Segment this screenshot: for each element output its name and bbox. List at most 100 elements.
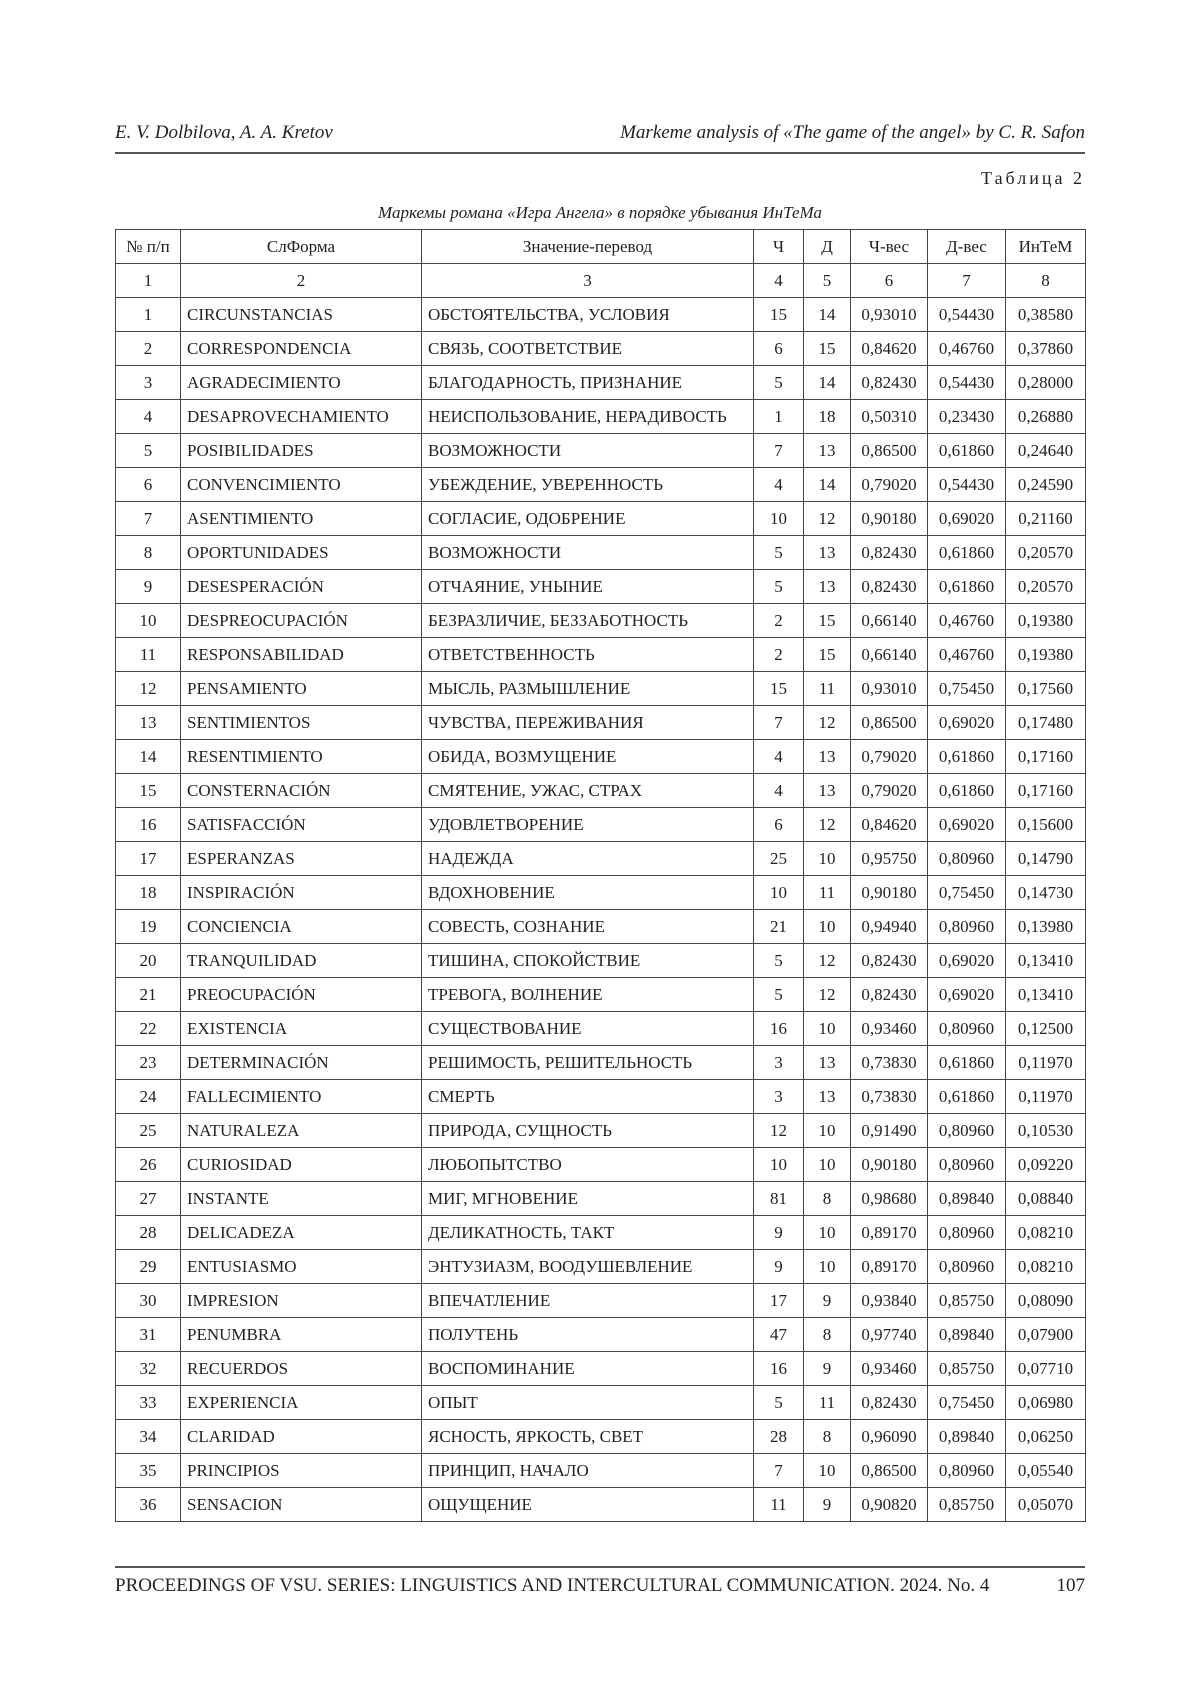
table-row: 17 ESPERANZAS НАДЕЖДА 25 10 0,95750 0,80960 0,1… — [115, 841, 1086, 876]
word-form-cell: ENTUSIASMO — [180, 1249, 422, 1284]
word-form-cell: TRANQUILIDAD — [180, 943, 422, 978]
intem-cell: 0,09220 — [1005, 1147, 1086, 1182]
row-number-cell: № п/п — [115, 229, 181, 264]
intem-cell: 0,08210 — [1005, 1215, 1086, 1250]
translation-cell: ПОЛУТЕНЬ — [421, 1317, 754, 1352]
frequency-cell: 9 — [753, 1215, 804, 1250]
intem-cell: 0,17560 — [1005, 671, 1086, 706]
translation-cell: ПРИНЦИП, НАЧАЛО — [421, 1453, 754, 1488]
frequency-cell: 3 — [753, 1079, 804, 1114]
table-label: Таблица 2 — [981, 168, 1085, 188]
dispersion-cell: 15 — [803, 637, 851, 672]
table-row: 1 CIRCUNSTANCIAS ОБСТОЯТЕЛЬСТВА, УСЛОВИЯ 15… — [115, 297, 1086, 332]
translation-cell: ПРИРОДА, СУЩНОСТЬ — [421, 1113, 754, 1148]
table-row: 31 PENUMBRA ПОЛУТЕНЬ 47 8 0,97740 0,89840 0,079… — [115, 1317, 1086, 1352]
translation-cell: РЕШИМОСТЬ, РЕШИТЕЛЬНОСТЬ — [421, 1045, 754, 1080]
frequency-cell: 5 — [753, 977, 804, 1012]
dispersion-cell: 13 — [803, 1079, 851, 1114]
translation-cell: СОВЕСТЬ, СОЗНАНИЕ — [421, 909, 754, 944]
frequency-weight-cell: 0,86500 — [850, 1453, 928, 1488]
frequency-weight-cell: 0,82430 — [850, 365, 928, 400]
intem-cell: 0,08840 — [1005, 1181, 1086, 1216]
frequency-cell: 47 — [753, 1317, 804, 1352]
dispersion-weight-cell: 0,54430 — [927, 467, 1006, 502]
table-row: 22 EXISTENCIA СУЩЕСТВОВАНИЕ 16 10 0,93460 0,80… — [115, 1011, 1086, 1046]
frequency-cell: 28 — [753, 1419, 804, 1454]
running-head-authors: E. V. Dolbilova, A. A. Kretov — [115, 122, 333, 143]
dispersion-weight-cell: 0,80960 — [927, 1011, 1006, 1046]
table-row: 14 RESENTIMIENTO ОБИДА, ВОЗМУЩЕНИЕ 4 13 0,790… — [115, 739, 1086, 774]
row-number-cell: 7 — [115, 501, 181, 536]
dispersion-cell: 18 — [803, 399, 851, 434]
word-form-cell: СлФорма — [180, 229, 422, 264]
word-form-cell: DESPREOCUPACIÓN — [180, 603, 422, 638]
translation-cell: БЕЗРАЗЛИЧИЕ, БЕЗЗАБОТНОСТЬ — [421, 603, 754, 638]
row-number-cell: 33 — [115, 1385, 181, 1420]
translation-cell: СМЕРТЬ — [421, 1079, 754, 1114]
frequency-cell: 25 — [753, 841, 804, 876]
dispersion-cell: 11 — [803, 875, 851, 910]
word-form-cell: 2 — [180, 263, 422, 298]
dispersion-cell: 14 — [803, 467, 851, 502]
word-form-cell: INSTANTE — [180, 1181, 422, 1216]
table-row: 25 NATURALEZA ПРИРОДА, СУЩНОСТЬ 12 10 0,91490… — [115, 1113, 1086, 1148]
word-form-cell: FALLECIMIENTO — [180, 1079, 422, 1114]
frequency-weight-cell: 0,97740 — [850, 1317, 928, 1352]
translation-cell: СОГЛАСИЕ, ОДОБРЕНИЕ — [421, 501, 754, 536]
row-number-cell: 25 — [115, 1113, 181, 1148]
table-row: 33 EXPERIENCIA ОПЫТ 5 11 0,82430 0,75450 0,0698… — [115, 1385, 1086, 1420]
frequency-cell: 4 — [753, 263, 804, 298]
intem-cell: ИнТеМ — [1005, 229, 1086, 264]
word-form-cell: RECUERDOS — [180, 1351, 422, 1386]
dispersion-weight-cell: 0,69020 — [927, 977, 1006, 1012]
row-number-cell: 6 — [115, 467, 181, 502]
frequency-cell: 16 — [753, 1351, 804, 1386]
frequency-weight-cell: 0,93460 — [850, 1011, 928, 1046]
frequency-weight-cell: 0,79020 — [850, 739, 928, 774]
frequency-cell: 7 — [753, 433, 804, 468]
dispersion-weight-cell: 0,75450 — [927, 671, 1006, 706]
frequency-cell: 10 — [753, 875, 804, 910]
frequency-cell: 21 — [753, 909, 804, 944]
translation-cell: ЭНТУЗИАЗМ, ВООДУШЕВЛЕНИЕ — [421, 1249, 754, 1284]
translation-cell: ВПЕЧАТЛЕНИЕ — [421, 1283, 754, 1318]
dispersion-weight-cell: 0,75450 — [927, 1385, 1006, 1420]
markeme-table: № п/п СлФорма Значение-перевод Ч Д Ч-вес Д-вес… — [115, 229, 1086, 1522]
dispersion-cell: 13 — [803, 569, 851, 604]
dispersion-weight-cell: 0,61860 — [927, 535, 1006, 570]
dispersion-weight-cell: 0,46760 — [927, 603, 1006, 638]
table-row: 18 INSPIRACIÓN ВДОХНОВЕНИЕ 10 11 0,90180 0,754… — [115, 875, 1086, 910]
dispersion-weight-cell: 0,80960 — [927, 909, 1006, 944]
word-form-cell: DELICADEZA — [180, 1215, 422, 1250]
frequency-weight-cell: 0,89170 — [850, 1215, 928, 1250]
dispersion-cell: 9 — [803, 1351, 851, 1386]
dispersion-cell: Д — [803, 229, 851, 264]
translation-cell: ОБСТОЯТЕЛЬСТВА, УСЛОВИЯ — [421, 297, 754, 332]
dispersion-weight-cell: 0,23430 — [927, 399, 1006, 434]
frequency-weight-cell: 0,89170 — [850, 1249, 928, 1284]
dispersion-weight-cell: Д-вес — [927, 229, 1006, 264]
frequency-cell: 2 — [753, 637, 804, 672]
frequency-cell: 10 — [753, 1147, 804, 1182]
table-row: 20 TRANQUILIDAD ТИШИНА, СПОКОЙСТВИЕ 5 12 0,82… — [115, 943, 1086, 978]
intem-cell: 0,37860 — [1005, 331, 1086, 366]
intem-cell: 0,06980 — [1005, 1385, 1086, 1420]
intem-cell: 0,07710 — [1005, 1351, 1086, 1386]
dispersion-weight-cell: 0,54430 — [927, 365, 1006, 400]
frequency-cell: 4 — [753, 773, 804, 808]
dispersion-weight-cell: 0,69020 — [927, 807, 1006, 842]
intem-cell: 0,19380 — [1005, 603, 1086, 638]
translation-cell: ДЕЛИКАТНОСТЬ, ТАКТ — [421, 1215, 754, 1250]
intem-cell: 0,10530 — [1005, 1113, 1086, 1148]
frequency-weight-cell: 0,86500 — [850, 433, 928, 468]
frequency-cell: Ч — [753, 229, 804, 264]
frequency-weight-cell: 0,93840 — [850, 1283, 928, 1318]
table-row: 28 DELICADEZA ДЕЛИКАТНОСТЬ, ТАКТ 9 10 0,89170… — [115, 1215, 1086, 1250]
dispersion-cell: 14 — [803, 297, 851, 332]
row-number-cell: 26 — [115, 1147, 181, 1182]
intem-cell: 0,13410 — [1005, 943, 1086, 978]
word-form-cell: POSIBILIDADES — [180, 433, 422, 468]
dispersion-weight-cell: 7 — [927, 263, 1006, 298]
word-form-cell: PENSAMIENTO — [180, 671, 422, 706]
